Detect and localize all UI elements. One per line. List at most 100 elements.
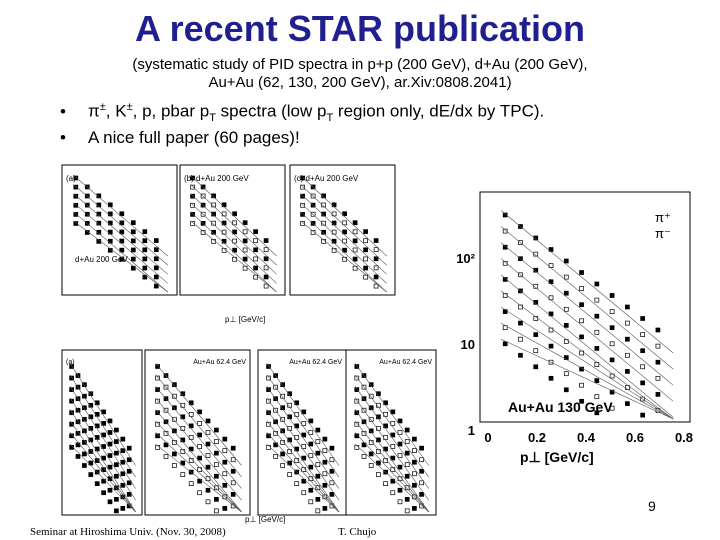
decor-marker (232, 256, 237, 262)
decor-marker (190, 193, 195, 199)
decor-marker (412, 448, 417, 453)
decor-marker (96, 229, 102, 235)
decor-marker (230, 492, 236, 497)
decor-marker (640, 316, 646, 321)
decor-marker (73, 221, 79, 226)
decor-marker (329, 492, 335, 497)
decor-marker (94, 481, 100, 486)
decor-marker (163, 454, 169, 459)
decor-curve (266, 363, 340, 466)
decor-marker (609, 389, 615, 395)
decor-curve (300, 211, 387, 293)
decor-marker (300, 202, 305, 208)
decor-marker (214, 450, 219, 456)
decor-marker (548, 327, 554, 333)
decor-marker (142, 238, 148, 244)
decor-marker (342, 247, 347, 253)
decor-marker (329, 457, 335, 463)
decor-marker (373, 247, 379, 253)
decor-marker (266, 421, 271, 427)
decor-marker (73, 184, 79, 190)
decor-marker (119, 211, 125, 217)
decor-marker (280, 463, 285, 468)
decor-marker (211, 202, 216, 208)
decor-marker (107, 418, 113, 424)
decor-marker (563, 258, 569, 264)
decor-curve (155, 374, 242, 478)
decor-curve (190, 184, 277, 266)
decor-marker (263, 283, 269, 289)
decor-curve (300, 175, 387, 257)
decor-marker (315, 450, 321, 456)
decor-marker (172, 416, 177, 422)
decor-marker (331, 229, 337, 235)
decor-marker (640, 332, 646, 337)
decor-curve (300, 202, 387, 284)
decor-curve (266, 420, 340, 513)
decor-marker (625, 320, 630, 326)
decor-curve (354, 409, 430, 512)
decor-marker (101, 478, 106, 484)
decor-marker (232, 238, 237, 244)
decor-marker (253, 274, 258, 280)
decor-marker (397, 441, 403, 447)
decor-marker (321, 229, 326, 235)
x-tick-label: 0 (484, 430, 491, 445)
decor-curve (69, 409, 136, 512)
footer: T. Chujo (338, 526, 377, 538)
decor-marker (579, 334, 584, 340)
decor-curve (354, 374, 430, 478)
panel-label: Au+Au 62.4 GeV (193, 359, 246, 366)
decor-curve (73, 193, 168, 275)
decor-marker (205, 430, 211, 435)
decor-marker (315, 473, 321, 479)
decor-marker (221, 211, 227, 217)
decor-marker (594, 346, 600, 351)
decor-marker (273, 454, 278, 459)
decor-marker (655, 327, 661, 333)
decor-marker (363, 238, 368, 244)
decor-marker (609, 325, 615, 331)
decor-marker (94, 435, 100, 440)
decor-curve (500, 226, 674, 370)
decor-marker (419, 480, 424, 486)
decor-marker (211, 211, 216, 217)
decor-marker (153, 265, 159, 271)
decor-marker (119, 220, 125, 226)
panel-label: (a) (66, 174, 76, 183)
decor-marker (329, 480, 335, 486)
decor-marker (280, 440, 285, 445)
decor-marker (242, 229, 248, 235)
decor-marker (222, 436, 228, 442)
decor-curve (190, 202, 277, 284)
decor-marker (214, 427, 219, 433)
decor-marker (222, 459, 228, 465)
decor-marker (107, 238, 113, 244)
decor-marker (82, 451, 87, 457)
decor-marker (130, 247, 136, 253)
decor-marker (114, 473, 119, 479)
decor-marker (230, 468, 236, 474)
decor-marker (197, 421, 202, 426)
decor-marker (533, 332, 539, 337)
decor-marker (368, 393, 374, 399)
decor-marker (142, 229, 148, 234)
decor-marker (655, 375, 661, 381)
decor-marker (107, 202, 113, 208)
decor-marker (518, 352, 523, 358)
subtitle: Au+Au (62, 130, 200 GeV), ar.Xiv:0808.20… (208, 74, 512, 91)
decor-marker (120, 436, 126, 442)
panel-label: (b) d+Au 200 GeV (184, 174, 249, 183)
decor-marker (625, 304, 630, 310)
decor-marker (172, 451, 177, 457)
decor-marker (640, 364, 646, 370)
decor-marker (331, 211, 337, 217)
decor-marker (126, 468, 132, 474)
decor-marker (502, 228, 508, 234)
decor-marker (548, 343, 554, 349)
panel-label: d+Au 200 GeV (75, 255, 128, 264)
decor-marker (533, 267, 539, 273)
axis-label: p⊥ [GeV/c] (520, 449, 594, 465)
decor-marker (197, 444, 202, 449)
decor-marker (287, 460, 293, 466)
